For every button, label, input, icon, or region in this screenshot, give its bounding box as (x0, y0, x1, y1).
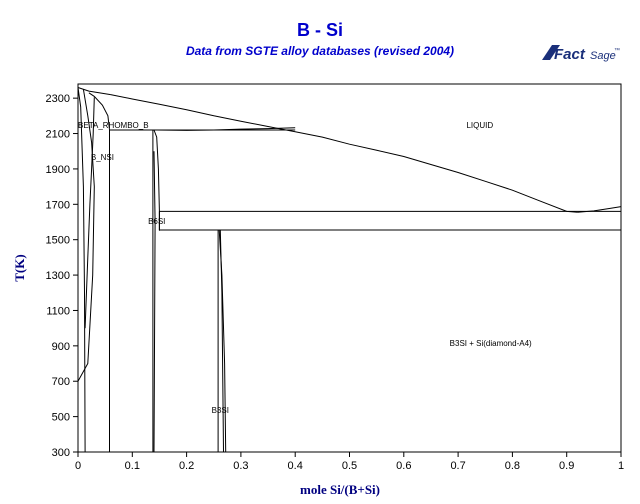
boundary-liquidus-b-side (77, 87, 111, 96)
boundary-beta-solvus-right (77, 89, 95, 382)
logo-text-fact: Fact (554, 46, 586, 63)
x-tick-label: 0.9 (559, 460, 574, 472)
phase-label: B6SI (148, 217, 165, 226)
x-tick-label: 0.6 (396, 460, 411, 472)
x-tick-label: 0 (75, 460, 81, 472)
plot-frame (77, 83, 622, 453)
y-tick-label: 2300 (46, 93, 70, 105)
y-axis-label: T(K) (12, 254, 27, 281)
chart-title: B - Si (296, 20, 343, 40)
boundary-bnsi-dome (88, 92, 110, 131)
x-axis-label: mole Si/(B+Si) (300, 482, 380, 497)
logo-mark-shape (542, 45, 560, 60)
x-axis-ticks: 0 0.1 0.2 0.3 0.4 0.5 0.6 0.7 0.8 0.9 1 (75, 452, 624, 472)
y-tick-label: 700 (52, 376, 70, 388)
y-tick-label: 1500 (46, 235, 70, 247)
phase-labels: BETA_RHOMBO_B B_NSI LIQUID B6SI B3SI + Si(di… (78, 121, 532, 415)
phase-label: BETA_RHOMBO_B (78, 121, 149, 130)
factsage-logo: Fact Sage ™ (542, 45, 620, 63)
phase-label: LIQUID (466, 121, 493, 130)
x-tick-label: 0.5 (342, 460, 357, 472)
y-tick-label: 1900 (46, 164, 70, 176)
y-tick-label: 1100 (46, 305, 70, 317)
boundary-b6si-low (153, 151, 156, 453)
chart-subtitle: Data from SGTE alloy databases (revised … (185, 44, 455, 58)
boundary-b3si-curve (218, 229, 227, 453)
y-tick-label: 1300 (46, 270, 70, 282)
logo-trademark: ™ (614, 47, 620, 54)
y-axis-ticks: 300 500 700 900 1100 1300 1500 1700 1900 2100 2300 (46, 93, 78, 459)
x-tick-label: 0.4 (288, 460, 303, 472)
x-tick-label: 0.3 (233, 460, 248, 472)
logo-text-sage: Sage (590, 50, 616, 62)
y-tick-label: 1700 (46, 199, 70, 211)
y-tick-label: 300 (52, 447, 70, 459)
x-tick-label: 0.7 (450, 460, 465, 472)
x-tick-label: 0.1 (125, 460, 140, 472)
phase-label: B3SI + Si(diamond-A4) (450, 339, 532, 348)
boundary-bnsi-left (84, 97, 95, 329)
x-tick-label: 0.2 (179, 460, 194, 472)
y-tick-label: 2100 (46, 129, 70, 141)
phase-label: B3SI (212, 406, 229, 415)
y-tick-label: 900 (52, 341, 70, 353)
x-tick-label: 1 (618, 460, 624, 472)
x-tick-label: 0.8 (505, 460, 520, 472)
phase-boundaries (77, 87, 622, 453)
y-tick-label: 500 (52, 412, 70, 424)
boundary-beta-solvus-left (77, 87, 86, 453)
boundary-liquidus-main (110, 94, 578, 213)
phase-label: B_NSI (91, 153, 114, 162)
